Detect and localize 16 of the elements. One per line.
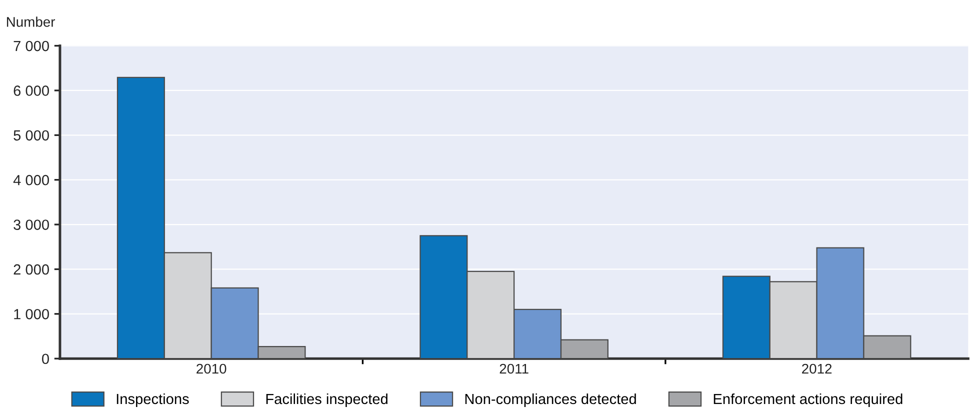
legend-label: Facilities inspected [266, 393, 388, 408]
legend-label: Non-compliances detected [465, 393, 636, 408]
y-tick-label: 7 000 [14, 40, 49, 52]
x-tick-label: 2012 [802, 364, 832, 374]
y-tick-label: 1 000 [14, 309, 49, 320]
legend-label: Enforcement actions required [714, 393, 902, 408]
y-tick-label: 6 000 [14, 86, 49, 96]
y-tick-label: 3 000 [14, 220, 49, 230]
y-tick-label: 2 000 [14, 264, 49, 275]
y-tick-label: 4 000 [13, 174, 49, 186]
x-tick-label: 2011 [500, 364, 528, 374]
y-tick-label: 0 [42, 354, 49, 364]
y-tick-label: 5 000 [14, 130, 49, 141]
legend-label: Inspections [116, 393, 189, 408]
y-axis-title: Number [6, 16, 56, 27]
x-tick-label: 2010 [196, 364, 226, 374]
